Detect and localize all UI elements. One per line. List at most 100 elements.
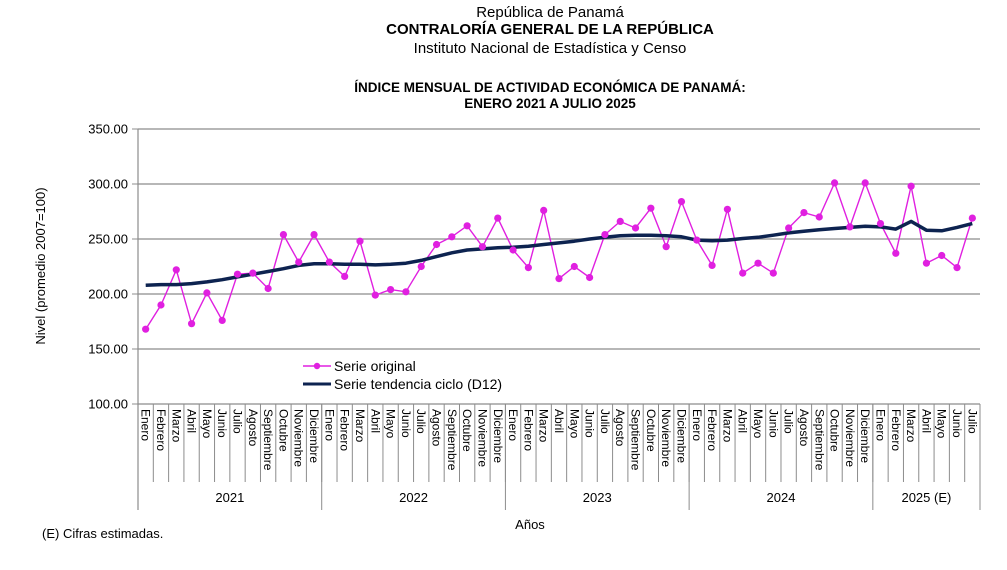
month-label: Mayo [200,409,214,439]
month-label: Abril [368,409,382,433]
data-point [907,182,915,190]
month-label: Noviembre [659,409,673,467]
month-label: Abril [919,409,933,433]
month-label: Agosto [246,409,260,447]
year-label: 2024 [767,490,796,505]
data-point [616,217,624,225]
data-point [371,291,379,299]
month-label: Mayo [751,409,765,439]
month-label: Octubre [276,409,290,452]
data-point [953,264,961,272]
data-point [356,237,364,245]
y-tick-label: 250.00 [88,232,128,247]
y-tick-label: 100.00 [88,397,128,412]
data-point [861,179,869,187]
y-axis-title: Nivel (promedio 2007=100) [33,187,48,344]
month-label: Marzo [904,409,918,443]
header-country: República de Panamá [476,4,624,21]
data-point [494,214,502,222]
x-axis: Enero Febrero Marzo Abril Mayo Junio Julio Agos… [137,403,981,510]
data-point [157,301,165,309]
footnote: (E) Cifras estimadas. [42,526,164,541]
series-original-line [145,180,973,330]
month-label: Diciembre [674,409,688,463]
data-point [432,240,441,249]
month-label: Agosto [797,409,811,447]
data-point [708,261,716,269]
legend-original-marker [313,362,321,370]
data-point [387,286,395,294]
month-label: Febrero [154,409,168,451]
data-point [968,214,976,222]
gridlines [138,128,980,350]
month-label: Septiembre [629,409,643,471]
header-institute: Instituto Nacional de Estadística y Cens… [413,40,687,57]
month-label: Junio [583,409,597,438]
data-point [769,269,777,277]
data-point [295,258,303,266]
series-trend-line [145,219,973,287]
month-label: Mayo [567,409,581,439]
year-label: 2022 [399,490,428,505]
data-point [892,249,900,257]
month-label: Enero [873,409,887,441]
data-point [310,231,318,239]
data-point [264,284,272,293]
month-label: Noviembre [843,409,857,467]
y-tick-label: 350.00 [88,122,128,137]
data-point [830,179,839,187]
data-point [938,251,946,260]
data-point [142,325,150,333]
month-label: Febrero [889,409,903,451]
data-point [249,269,257,277]
data-point [601,231,609,239]
month-label: Marzo [537,409,551,443]
y-tick-label: 300.00 [88,177,128,192]
data-point [509,246,517,254]
month-label: Agosto [613,409,627,447]
month-label: Diciembre [307,409,321,463]
data-point [463,222,471,230]
month-label: Septiembre [261,409,275,471]
data-point [218,316,226,324]
data-point [524,264,532,272]
data-point [922,259,931,267]
y-tick-label: 150.00 [88,342,128,357]
month-label: Febrero [338,409,352,451]
data-point [279,231,288,239]
legend-original-label: Serie original [334,358,416,374]
month-label: Febrero [521,409,535,451]
year-label: 2025 (E) [901,490,951,505]
month-label: Junio [766,409,780,438]
series-lines [142,179,976,333]
data-point [187,320,196,328]
data-point [677,198,686,206]
month-label: Enero [322,409,336,441]
month-label: Julio [782,409,796,434]
month-label: Enero [690,409,704,441]
month-label: Noviembre [475,409,489,467]
month-label: Marzo [169,409,183,443]
month-label: Marzo [353,409,367,443]
data-point [785,224,793,232]
data-point [662,243,670,251]
data-point [417,262,425,271]
month-label: Julio [414,409,428,434]
data-point [540,206,548,214]
header-institution: CONTRALORÍA GENERAL DE LA REPÚBLICA [386,21,714,38]
data-point [647,204,655,212]
legend: Serie original Serie tendencia ciclo (D12… [303,358,502,392]
data-point [693,236,701,244]
month-label: Noviembre [292,409,306,467]
data-point [739,269,747,277]
month-label: Octubre [460,409,474,452]
data-point [478,243,487,251]
month-label: Julio [598,409,612,434]
month-label: Diciembre [858,409,872,463]
year-label: 2021 [215,490,244,505]
month-label: Mayo [384,409,398,439]
month-label: Septiembre [445,409,459,471]
y-axis: 100.00 150.00 200.00 250.00 300.00 350.00 [88,122,139,510]
month-label: Octubre [644,409,658,452]
chart-subtitle: ENERO 2021 A JULIO 2025 [464,96,636,111]
